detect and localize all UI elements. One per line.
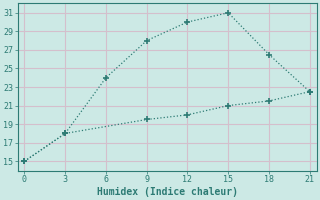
X-axis label: Humidex (Indice chaleur): Humidex (Indice chaleur) [97, 186, 237, 197]
